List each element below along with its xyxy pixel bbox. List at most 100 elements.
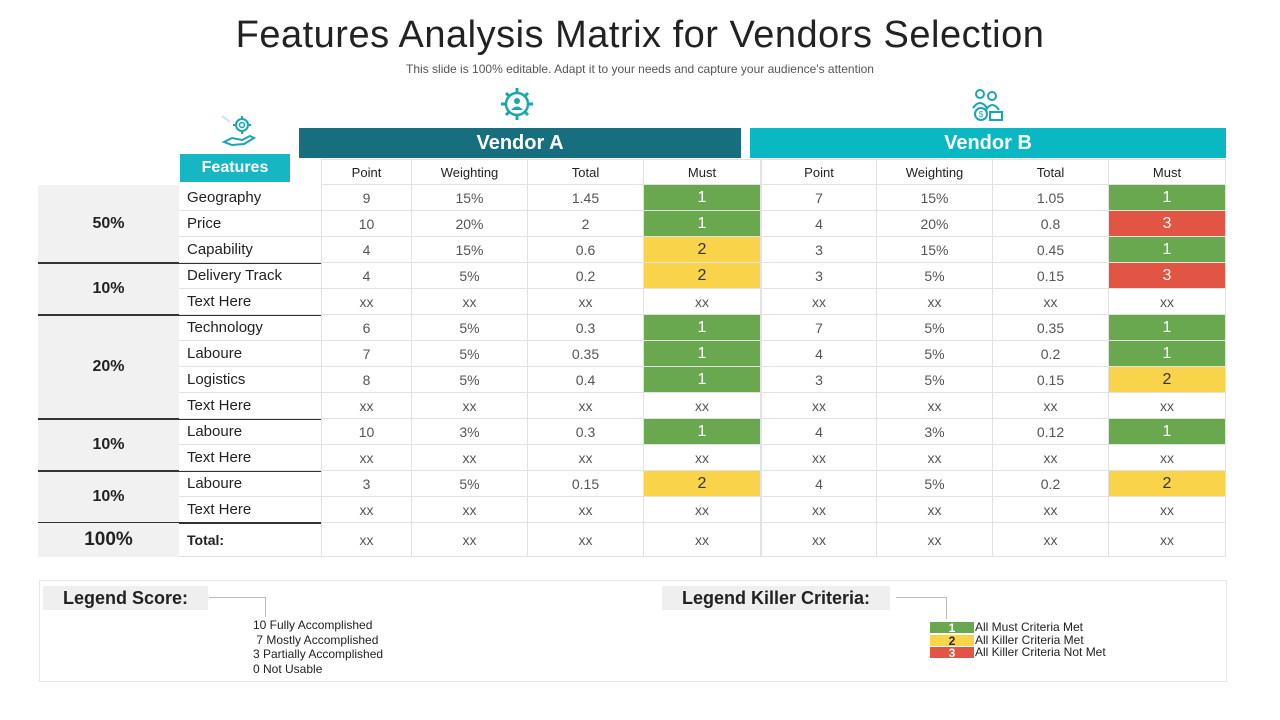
feature-name: Price: [179, 211, 321, 237]
total-cell: xx: [528, 523, 644, 557]
must-score: xx: [644, 497, 761, 523]
table-cell: 2: [528, 211, 644, 237]
must-score: 2: [644, 237, 761, 263]
table-cell: xx: [321, 497, 412, 523]
total-cell: xx: [993, 523, 1109, 557]
table-cell: xx: [321, 393, 412, 419]
legend-score-item: 3 Partially Accomplished: [253, 647, 384, 661]
total-cell: xx: [1109, 523, 1226, 557]
table-cell: 4: [761, 211, 877, 237]
feature-name: Capability: [179, 237, 321, 263]
table-cell: xx: [321, 445, 412, 471]
feature-name: Laboure: [179, 341, 321, 367]
must-score: 1: [644, 315, 761, 341]
table-cell: xx: [528, 289, 644, 315]
total-label: Total:: [179, 523, 321, 557]
table-cell: xx: [761, 393, 877, 419]
feature-name: Text Here: [179, 393, 321, 419]
legend-swatch-red: 3: [930, 647, 974, 659]
table-cell: 4: [321, 237, 412, 263]
feature-name: Geography: [179, 185, 321, 211]
feature-name: Text Here: [179, 445, 321, 471]
table-cell: 8: [321, 367, 412, 393]
legend-killer-connector: [896, 597, 946, 598]
legend-score-item: 10 Fully Accomplished: [253, 618, 373, 632]
table-cell: 0.3: [528, 315, 644, 341]
must-score: 2: [644, 263, 761, 289]
table-cell: 1.05: [993, 185, 1109, 211]
feature-name: Text Here: [179, 497, 321, 523]
column-header: Must: [1109, 159, 1226, 185]
must-score: xx: [644, 289, 761, 315]
table-cell: xx: [412, 393, 528, 419]
table-cell: 3%: [877, 419, 993, 445]
table-cell: xx: [528, 497, 644, 523]
vendor-b-header: Vendor B: [750, 128, 1226, 158]
table-cell: xx: [993, 393, 1109, 419]
feature-name: Text Here: [179, 289, 321, 315]
must-score: xx: [1109, 445, 1226, 471]
table-cell: 9: [321, 185, 412, 211]
group-weight: 10%: [38, 419, 179, 471]
table-cell: 7: [321, 341, 412, 367]
table-cell: xx: [412, 497, 528, 523]
table-cell: 5%: [412, 471, 528, 497]
legend-swatch-yellow: 2: [930, 635, 974, 647]
column-header: Weighting: [877, 159, 993, 185]
table-cell: 0.2: [528, 263, 644, 289]
legend-score-item: 0 Not Usable: [253, 661, 323, 676]
must-score: 1: [644, 211, 761, 237]
column-header: Total: [993, 159, 1109, 185]
table-cell: 7: [761, 185, 877, 211]
must-score: 1: [644, 419, 761, 445]
must-score: xx: [1109, 289, 1226, 315]
features-tab: Features: [180, 154, 290, 182]
table-cell: 15%: [412, 185, 528, 211]
must-score: xx: [644, 445, 761, 471]
must-score: 1: [1109, 185, 1226, 211]
table-cell: 15%: [412, 237, 528, 263]
table-cell: xx: [993, 445, 1109, 471]
table-cell: xx: [761, 445, 877, 471]
table-cell: 5%: [412, 367, 528, 393]
legend-score-title: Legend Score:: [43, 586, 209, 610]
legend-score-connector-v: [265, 597, 266, 617]
legend-killer-label: All Killer Criteria Met: [975, 633, 1084, 647]
table-cell: 5%: [412, 315, 528, 341]
feature-name: Laboure: [179, 419, 321, 445]
column-header: Total: [528, 159, 644, 185]
table-cell: 0.6: [528, 237, 644, 263]
table-cell: 4: [761, 341, 877, 367]
table-cell: xx: [993, 289, 1109, 315]
table-cell: xx: [877, 497, 993, 523]
legend-killer-label: All Must Criteria Met: [975, 620, 1084, 634]
table-cell: 5%: [877, 471, 993, 497]
total-cell: xx: [644, 523, 761, 557]
must-score: 1: [644, 367, 761, 393]
must-score: 1: [1109, 419, 1226, 445]
total-cell: xx: [412, 523, 528, 557]
legend-box: [39, 580, 1227, 682]
table-cell: 10: [321, 419, 412, 445]
feature-name: Laboure: [179, 471, 321, 497]
table-cell: 0.2: [993, 341, 1109, 367]
must-score: xx: [1109, 497, 1226, 523]
column-header: Must: [644, 159, 761, 185]
must-score: 3: [1109, 211, 1226, 237]
must-score: 2: [1109, 367, 1226, 393]
group-weight: 10%: [38, 263, 179, 315]
table-cell: xx: [993, 497, 1109, 523]
table-cell: 3: [761, 237, 877, 263]
page-subtitle: This slide is 100% editable. Adapt it to…: [406, 62, 874, 76]
table-cell: 0.8: [993, 211, 1109, 237]
total-divider: [38, 522, 321, 524]
table-cell: 5%: [877, 315, 993, 341]
must-score: 3: [1109, 263, 1226, 289]
group-weight: 20%: [38, 315, 179, 419]
feature-name: Delivery Track: [179, 263, 321, 289]
table-cell: 6: [321, 315, 412, 341]
legend-score-connector: [209, 597, 265, 598]
total-percent: 100%: [38, 523, 179, 557]
table-cell: 20%: [877, 211, 993, 237]
table-cell: xx: [877, 393, 993, 419]
